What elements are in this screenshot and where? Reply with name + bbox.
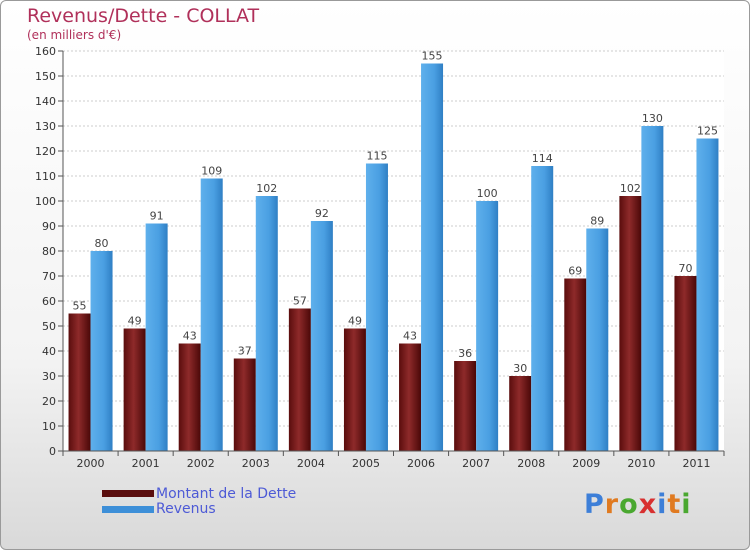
logo-letter: x [638,489,658,520]
bar-revenus [90,251,113,451]
data-label: 36 [458,347,472,360]
y-tick-label: 100 [35,195,56,208]
bar-revenus [476,201,499,451]
data-label: 115 [366,150,387,163]
logo-letter: r [604,489,620,520]
bar-dette [619,196,642,451]
logo-letter: o [619,489,639,520]
data-label: 89 [590,215,604,228]
bar-dette [399,343,422,451]
y-tick-label: 20 [42,395,56,408]
bar-revenus [255,196,278,451]
x-tick-label: 2001 [132,457,160,470]
x-tick-label: 2002 [187,457,215,470]
bar-dette [123,328,146,451]
logo-letter: P [584,489,605,520]
x-tick-label: 2006 [407,457,435,470]
x-tick-label: 2005 [352,457,380,470]
bar-dette [509,376,532,451]
y-tick-label: 70 [42,270,56,283]
logo-letter: i [657,489,668,520]
data-label: 57 [293,295,307,308]
y-tick-label: 10 [42,420,56,433]
data-label: 91 [150,210,164,223]
y-tick-label: 0 [49,445,56,458]
bar-dette [178,343,201,451]
x-tick-label: 2009 [572,457,600,470]
data-label: 125 [697,125,718,138]
y-tick-label: 110 [35,170,56,183]
bar-revenus [310,221,333,451]
x-tick-label: 2008 [517,457,545,470]
data-label: 109 [201,165,222,178]
bar-dette [454,361,477,451]
y-tick-label: 80 [42,245,56,258]
chart-subtitle: (en milliers d'€) [27,28,122,42]
plot-area [63,51,724,451]
bar-dette [674,276,697,451]
bar-dette [68,313,91,451]
y-tick-label: 60 [42,295,56,308]
y-tick-label: 50 [42,320,56,333]
data-label: 49 [348,315,362,328]
bar-revenus [586,228,609,451]
bar-dette [564,278,587,451]
x-tick-label: 2010 [627,457,655,470]
bar-revenus [641,126,664,451]
bar-dette [343,328,366,451]
logo-letter: i [681,489,692,520]
data-label: 92 [315,207,329,220]
x-tick-label: 2004 [297,457,325,470]
data-label: 43 [403,330,417,343]
data-label: 130 [642,112,663,125]
data-label: 102 [256,182,277,195]
data-label: 102 [620,182,641,195]
data-label: 37 [238,345,252,358]
data-label: 30 [513,362,527,375]
data-label: 69 [568,265,582,278]
y-tick-label: 120 [35,145,56,158]
bar-revenus [696,138,719,451]
y-tick-label: 160 [35,45,56,58]
x-tick-label: 2003 [242,457,270,470]
y-tick-label: 40 [42,345,56,358]
legend-label-debt: Montant de la Dette [156,486,297,502]
y-tick-label: 30 [42,370,56,383]
bar-dette [288,308,311,451]
data-label: 80 [95,237,109,250]
proxiti-logo: Proxiti [584,489,692,520]
y-tick-label: 90 [42,220,56,233]
data-label: 155 [422,50,443,63]
x-tick-label: 2011 [682,457,710,470]
logo-letter: t [667,489,682,520]
bar-dette [233,358,256,451]
y-tick-label: 150 [35,70,56,83]
legend-swatch-debt [102,490,154,497]
data-label: 100 [477,187,498,200]
bar-revenus [145,223,168,451]
chart-title: Revenus/Dette - COLLAT [27,5,260,27]
bar-revenus [421,63,444,451]
data-label: 114 [532,152,553,165]
bar-revenus [200,178,223,451]
data-label: 43 [183,330,197,343]
bar-revenus [365,163,388,451]
data-label: 70 [678,262,692,275]
x-tick-label: 2000 [77,457,105,470]
y-tick-label: 130 [35,120,56,133]
x-tick-label: 2007 [462,457,490,470]
data-label: 49 [128,315,142,328]
data-label: 55 [73,300,87,313]
y-tick-label: 140 [35,95,56,108]
legend-swatch-revenus [102,506,154,513]
bar-revenus [531,166,554,451]
legend-label-revenus: Revenus [156,501,216,517]
